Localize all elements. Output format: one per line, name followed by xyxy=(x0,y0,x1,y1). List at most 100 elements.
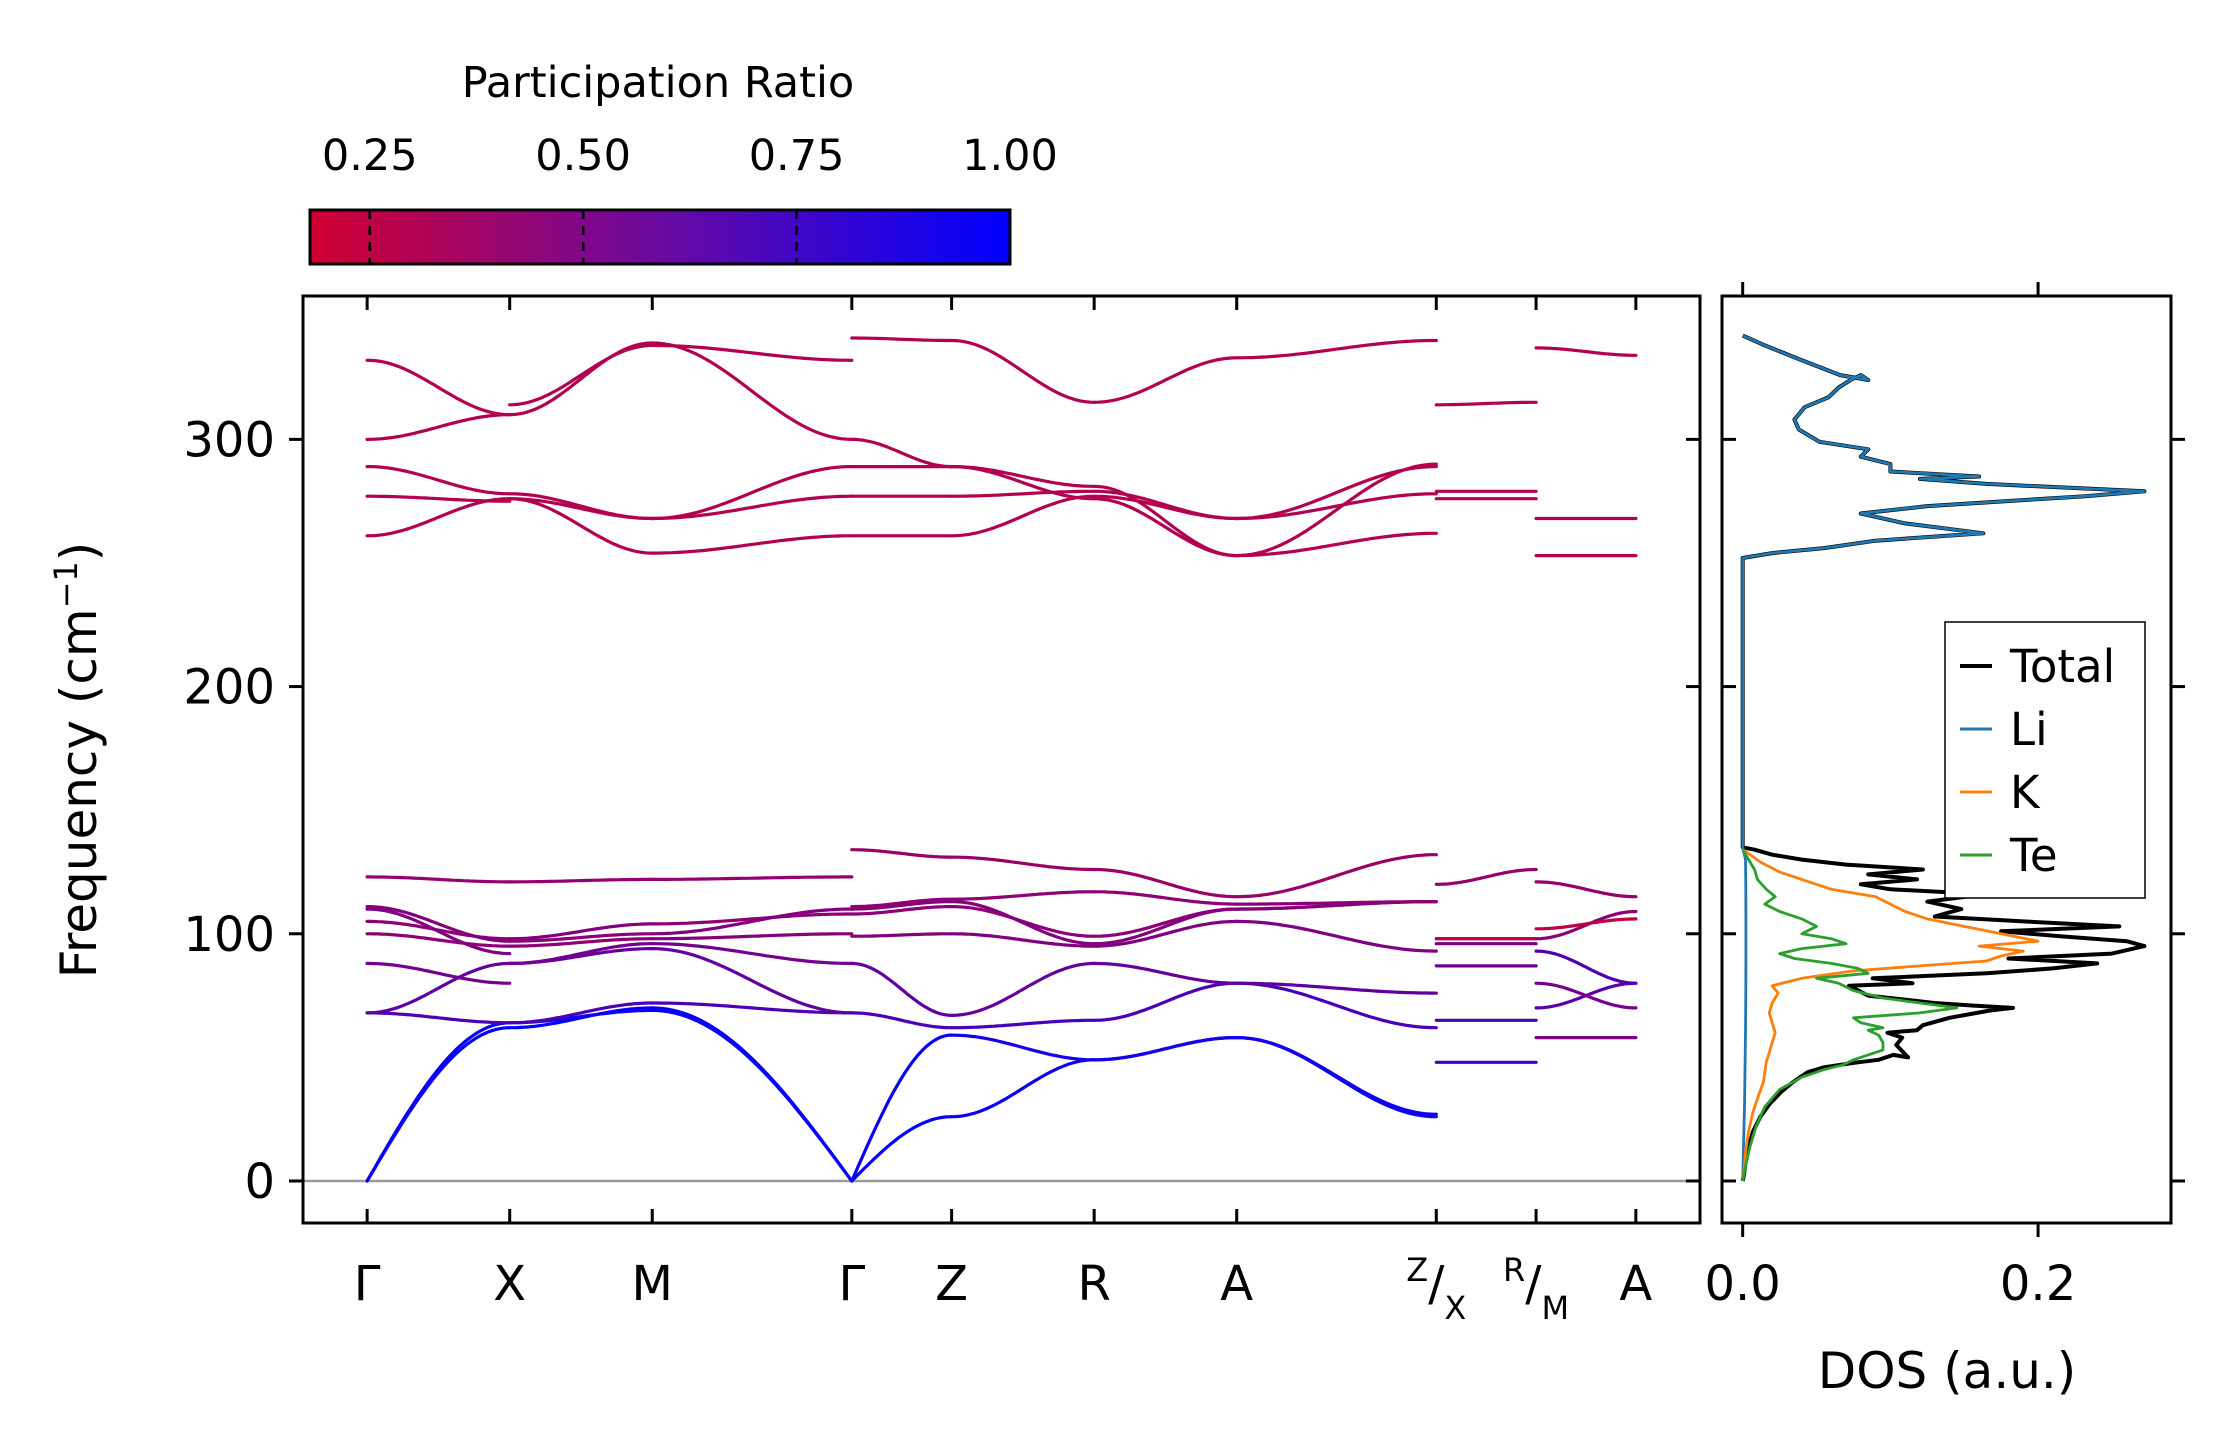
band-line xyxy=(1092,1035,1239,1062)
band-line xyxy=(850,437,954,469)
band-line xyxy=(949,489,1096,498)
band-line xyxy=(1434,400,1538,407)
band-line xyxy=(1235,981,1438,1030)
band-line xyxy=(365,494,512,503)
band-line xyxy=(365,907,512,956)
band-line xyxy=(949,855,1096,872)
dos-line-te xyxy=(1741,848,1959,1182)
band-line xyxy=(850,899,954,911)
dos-line-k xyxy=(1741,848,2040,1182)
band-line xyxy=(850,904,954,916)
band-line xyxy=(365,904,512,943)
band-line xyxy=(1092,867,1239,899)
band-line xyxy=(1092,356,1239,404)
band-line xyxy=(650,1008,854,1183)
band-line xyxy=(650,465,854,521)
band-line xyxy=(365,413,512,441)
band-line xyxy=(508,922,654,941)
band-line xyxy=(1434,867,1538,886)
band-line xyxy=(508,932,654,943)
band-line xyxy=(1092,489,1239,521)
band-line xyxy=(650,1001,854,1015)
band-line xyxy=(1092,494,1239,521)
k-point-label: A xyxy=(1220,1256,1253,1312)
band-line xyxy=(508,343,654,407)
band-line xyxy=(949,1018,1096,1030)
band-line xyxy=(650,912,854,926)
legend-label-total: Total xyxy=(2009,640,2115,693)
y-tick-label: 100 xyxy=(183,907,275,963)
band-line xyxy=(949,494,1096,538)
band-structure-panel: 0 100 200 300 Γ X M Γ Z R A Z/X R/M A Frequency (cm−… xyxy=(47,294,1702,1327)
colorbar-ticks: 0.25 0.50 0.75 1.00 xyxy=(322,131,1058,264)
band-line xyxy=(949,961,1096,1018)
colorbar-tick-label: 0.75 xyxy=(749,131,845,181)
dos-ticks: 0.0 0.2 xyxy=(1705,282,2185,1312)
band-line xyxy=(949,465,1096,501)
dos-lines xyxy=(1740,333,2147,1182)
band-line xyxy=(1534,880,1638,899)
band-line xyxy=(365,961,512,1015)
band-line xyxy=(1092,919,1239,948)
band-line xyxy=(1534,981,1638,1010)
band-line xyxy=(1235,492,1438,521)
band-line xyxy=(650,343,854,362)
legend-label-k: K xyxy=(2010,766,2041,819)
band-line xyxy=(365,497,512,538)
band-lines xyxy=(365,336,1638,1183)
k-point-label: X xyxy=(493,1256,526,1312)
band-line xyxy=(1092,907,1239,946)
colorbar-tick-label: 0.50 xyxy=(535,131,631,181)
band-line xyxy=(650,494,854,521)
band-line xyxy=(949,338,1096,404)
legend-label-li: Li xyxy=(2010,703,2048,756)
band-line xyxy=(508,492,654,521)
band-line xyxy=(650,946,854,1015)
band-line xyxy=(1235,919,1438,953)
k-point-label: Z/X xyxy=(1406,1251,1466,1327)
y-tick-label: 200 xyxy=(183,660,275,716)
band-plot-frame xyxy=(301,294,1702,1225)
band-line xyxy=(1092,497,1239,558)
band-line xyxy=(1534,346,1638,357)
band-line xyxy=(650,341,854,441)
dos-x-tick-label: 0.2 xyxy=(2000,1256,2076,1312)
band-line xyxy=(1235,462,1438,558)
colorbar-tick-label: 1.00 xyxy=(962,131,1058,181)
band-line xyxy=(508,877,654,884)
band-line xyxy=(365,1026,512,1183)
band-line xyxy=(850,1011,954,1030)
k-point-label: M xyxy=(632,1256,673,1312)
dos-line-li xyxy=(1741,334,2146,1182)
band-line xyxy=(949,932,1096,948)
k-point-label: Γ xyxy=(838,1256,865,1312)
band-line xyxy=(508,341,654,417)
band-line xyxy=(1235,338,1438,360)
band-line xyxy=(850,336,954,343)
legend-label-te: Te xyxy=(2009,829,2058,882)
k-path-ticks: Γ X M Γ Z R A Z/X R/M A xyxy=(354,296,1652,1327)
k-point-label: A xyxy=(1619,1256,1652,1312)
k-point-label: R/M xyxy=(1503,1251,1569,1327)
band-line xyxy=(508,937,654,948)
band-line xyxy=(508,942,654,966)
colorbar-tick-label: 0.25 xyxy=(322,131,418,181)
dos-x-axis-label: DOS (a.u.) xyxy=(1818,1342,2077,1400)
band-line xyxy=(365,932,512,948)
colorbar-title: Participation Ratio xyxy=(462,58,855,108)
band-line xyxy=(650,875,854,882)
band-line xyxy=(365,1011,512,1025)
band-line xyxy=(1235,1035,1438,1116)
band-line xyxy=(850,1033,954,1183)
band-line xyxy=(1235,853,1438,899)
dos-panel: 0.0 0.2 DOS (a.u.) Total Li K Te xyxy=(1705,282,2185,1400)
band-line xyxy=(365,358,512,417)
band-line xyxy=(1092,961,1239,985)
band-line xyxy=(1092,981,1239,1022)
band-line xyxy=(508,1001,654,1025)
band-line xyxy=(365,465,512,496)
band-line xyxy=(650,932,854,941)
k-point-label: Γ xyxy=(354,1256,381,1312)
band-line xyxy=(850,961,954,1018)
band-line xyxy=(650,942,854,966)
